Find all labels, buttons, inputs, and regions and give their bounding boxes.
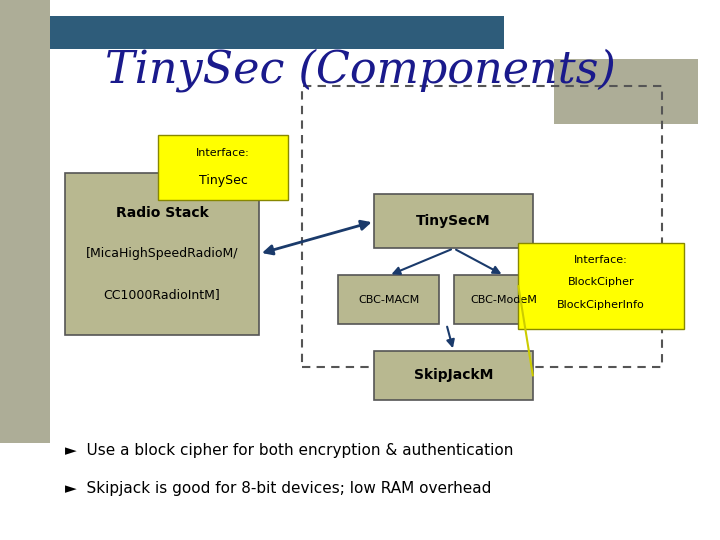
Text: CBC-MACM: CBC-MACM bbox=[358, 295, 420, 305]
FancyBboxPatch shape bbox=[454, 275, 554, 324]
Text: CBC-ModeM: CBC-ModeM bbox=[471, 295, 537, 305]
FancyBboxPatch shape bbox=[65, 173, 259, 335]
FancyBboxPatch shape bbox=[518, 243, 684, 329]
Text: TinySecM: TinySecM bbox=[416, 214, 491, 228]
Bar bbox=[50, 16, 504, 49]
Text: [MicaHighSpeedRadioM/: [MicaHighSpeedRadioM/ bbox=[86, 247, 238, 260]
Text: ►  Use a block cipher for both encryption & authentication: ► Use a block cipher for both encryption… bbox=[65, 443, 513, 458]
Bar bbox=[554, 59, 698, 124]
FancyBboxPatch shape bbox=[374, 351, 533, 400]
Text: TinySec: TinySec bbox=[199, 174, 248, 187]
FancyBboxPatch shape bbox=[374, 194, 533, 248]
FancyBboxPatch shape bbox=[158, 135, 288, 200]
Text: SkipJackM: SkipJackM bbox=[414, 368, 493, 382]
Text: ►  Skipjack is good for 8-bit devices; low RAM overhead: ► Skipjack is good for 8-bit devices; lo… bbox=[65, 481, 491, 496]
FancyBboxPatch shape bbox=[338, 275, 439, 324]
Text: TinySec (Components): TinySec (Components) bbox=[104, 49, 616, 92]
Text: BlockCipherInfo: BlockCipherInfo bbox=[557, 300, 645, 310]
Text: Interface:: Interface: bbox=[197, 148, 250, 158]
Bar bbox=[0, 0, 50, 443]
Text: Interface:: Interface: bbox=[575, 255, 628, 265]
Text: BlockCipher: BlockCipher bbox=[568, 277, 634, 287]
Text: Radio Stack: Radio Stack bbox=[116, 206, 208, 220]
Text: CC1000RadioIntM]: CC1000RadioIntM] bbox=[104, 288, 220, 301]
